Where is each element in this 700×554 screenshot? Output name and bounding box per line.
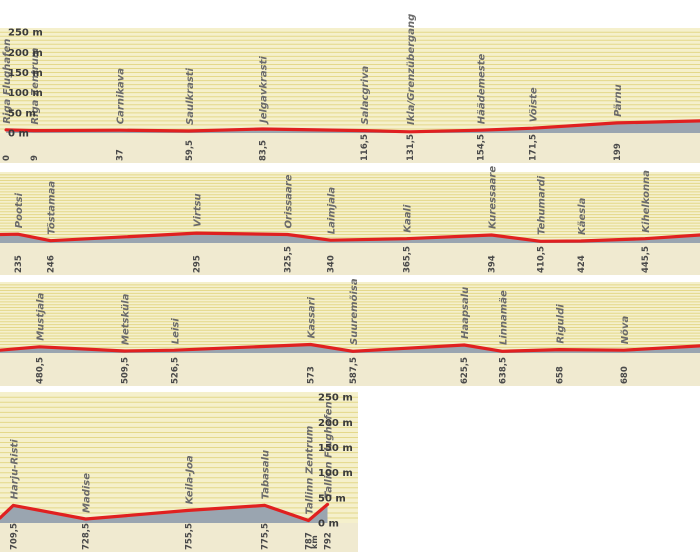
km-tick-label: 775,5 — [261, 523, 271, 550]
km-tick-label: 410,5 — [537, 246, 547, 273]
km-tick-label: 509,5 — [121, 357, 131, 384]
axis-band — [0, 133, 700, 163]
km-tick-label: 325,5 — [283, 246, 293, 273]
km-tick-label: 171,5 — [529, 134, 539, 161]
place-label: Riga Flughafen — [2, 39, 13, 124]
y-tick-label: 200 m — [318, 418, 353, 429]
km-tick-label: 394 — [488, 255, 498, 273]
place-label: Orissaare — [283, 174, 294, 228]
y-tick-label: 50 m — [8, 108, 36, 119]
place-label: Jelgavkrasti — [259, 56, 270, 125]
y-tick-label: 0 m — [318, 519, 339, 530]
km-tick-label: 116,5 — [360, 134, 370, 161]
place-label: Leisi — [170, 318, 181, 345]
place-label: Metsküla — [121, 293, 132, 345]
km-tick-label: 728,5 — [82, 523, 92, 550]
km-tick-label: 480,5 — [36, 357, 46, 384]
place-label: Tehumardi — [537, 175, 548, 235]
place-label: Kuressaare — [488, 166, 499, 229]
place-label: Kassari — [307, 296, 318, 338]
km-tick-label: 131,5 — [406, 134, 416, 161]
km-tick-label: 83,5 — [259, 140, 269, 161]
place-label: Suuremõisa — [349, 278, 360, 345]
km-tick-label: 9 — [30, 155, 40, 161]
place-label: Haapsalu — [460, 287, 471, 339]
km-tick-label: 59,5 — [185, 140, 195, 161]
km-tick-label: 573 — [307, 366, 317, 384]
place-label: Carnikava — [116, 68, 127, 124]
place-label: Riga Zentrum — [30, 48, 41, 125]
km-tick-label: 526,5 — [170, 357, 180, 384]
y-tick-label: 0 m — [8, 129, 29, 140]
axis-band — [0, 353, 700, 386]
place-label: Tallinn Flughafen — [324, 401, 335, 498]
km-tick-label: 755,5 — [185, 523, 195, 550]
place-label: Tallinn Zentrum — [305, 426, 316, 515]
km-tick-label: 154,5 — [477, 134, 487, 161]
place-label: Vöiste — [529, 87, 540, 122]
place-label: Häädemeste — [477, 53, 488, 124]
place-label: Saulkrasti — [185, 67, 196, 125]
km-tick-label: 340 — [327, 255, 337, 273]
place-label: Salacgriva — [360, 66, 371, 125]
place-label: Kaali — [403, 204, 414, 233]
km-tick-label: 424 — [577, 255, 587, 273]
profile-panel: 480,5 Mustjala 509,5 Metsküla 526,5 Leisi 573 K… — [0, 278, 700, 386]
place-label: Harju-Risti — [9, 439, 20, 500]
place-label: Ikla/Grenzübergang — [406, 14, 417, 125]
km-tick-label: 295 — [193, 255, 203, 273]
profile-panel: 0 Riga Flughafen 9 Riga Zentrum 37 Carnikava 5… — [0, 14, 700, 163]
profile-panel: 235 Pootsi 246 Tõstamaa 295 Virtsu 325,5 Orissa… — [0, 166, 700, 275]
place-label: Riguldi — [555, 304, 566, 344]
y-tick-label: 200 m — [8, 48, 43, 59]
axis-band — [0, 243, 700, 275]
y-tick-label: 150 m — [318, 443, 353, 454]
km-tick-label: 235 — [14, 255, 24, 273]
axis-band — [0, 523, 358, 552]
y-tick-label: 250 m — [318, 393, 353, 404]
place-label: Keila-Joa — [185, 455, 196, 504]
place-label: Virtsu — [193, 193, 204, 227]
place-label: Käesla — [577, 197, 588, 235]
km-tick-label: 246 — [47, 255, 57, 273]
km-tick-label: 709,5 — [9, 523, 19, 550]
place-label: Tõstamaa — [47, 181, 58, 235]
km-tick-label: 0 — [2, 155, 12, 161]
y-tick-label: 50 m — [318, 493, 346, 504]
y-tick-label: 100 m — [8, 88, 43, 99]
y-tick-label: 250 m — [8, 28, 43, 39]
elevation-line — [0, 231, 700, 243]
place-label: Kihelkonna — [641, 170, 652, 233]
km-tick-label: 638,5 — [498, 357, 508, 384]
km-tick-label: 625,5 — [460, 357, 470, 384]
km-tick-label: 587,5 — [349, 357, 359, 384]
place-label: Pärnu — [613, 84, 624, 117]
place-label: Madise — [82, 473, 93, 513]
place-label: Laimjala — [327, 187, 338, 235]
elevation-line — [0, 342, 700, 353]
place-label: Mustjala — [36, 292, 47, 340]
y-tick-label: 100 m — [318, 468, 353, 479]
km-tick-label: 365,5 — [403, 246, 413, 273]
place-label: Tabasalu — [261, 450, 272, 500]
place-label: Nõva — [620, 315, 631, 344]
km-unit-label: km — [310, 535, 319, 549]
place-label: Pootsi — [14, 192, 25, 228]
km-tick-label: 199 — [613, 143, 623, 161]
y-tick-label: 150 m — [8, 68, 43, 79]
elevation-line — [4, 119, 700, 134]
km-tick-label: 37 — [116, 149, 126, 161]
profile-panel: 709,5 Harju-Risti 728,5 Madise 755,5 Keila-Jo… — [0, 392, 358, 552]
km-tick-label: 445,5 — [641, 246, 651, 273]
km-tick-label: 680 — [620, 366, 630, 384]
km-tick-label: 792 — [324, 532, 334, 550]
elevation-line — [0, 502, 330, 523]
place-label: Linnamäe — [498, 290, 509, 345]
km-tick-label: 658 — [555, 366, 565, 384]
km-tick-label: 787 — [305, 532, 315, 550]
